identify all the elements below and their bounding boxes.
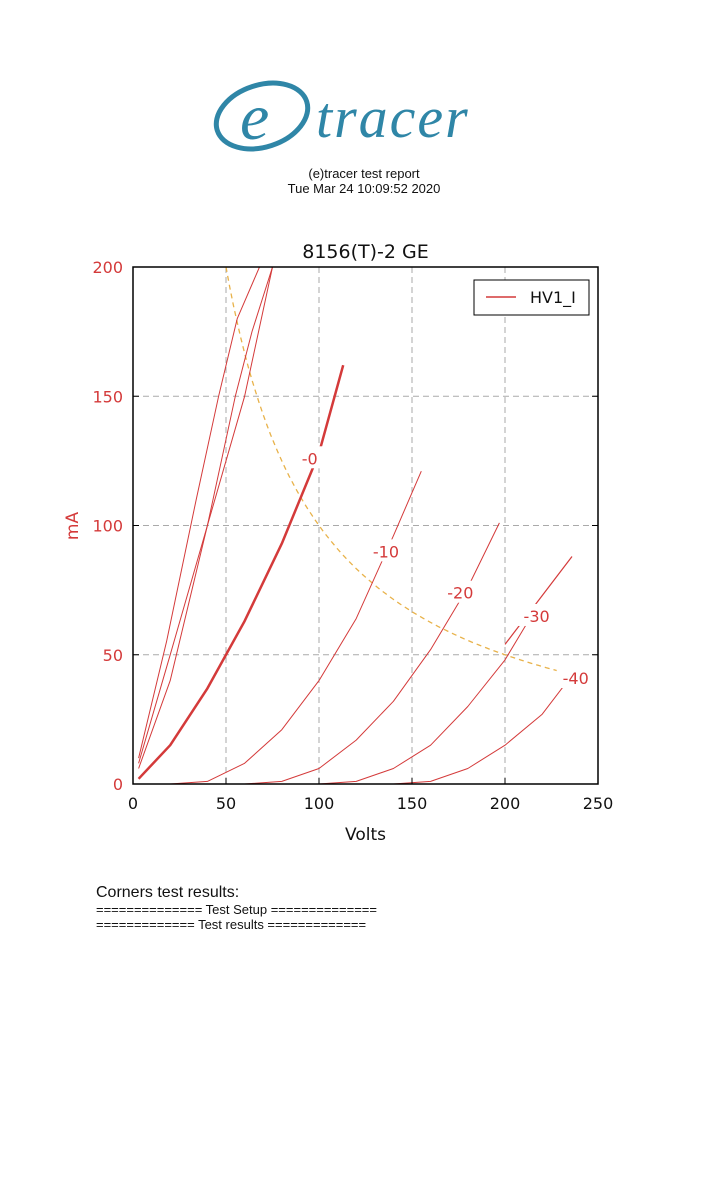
x-tick-label: 100 bbox=[304, 794, 335, 813]
x-tick-label: 0 bbox=[128, 794, 138, 813]
results-section: Corners test results: ============== Tes… bbox=[96, 884, 377, 932]
legend: HV1_I bbox=[473, 279, 590, 316]
curve-line-1 bbox=[138, 266, 273, 764]
curve-line-7 bbox=[393, 672, 575, 785]
grid bbox=[133, 267, 598, 784]
curve-label-bg bbox=[366, 539, 405, 562]
y-axis-label: mA bbox=[63, 512, 83, 541]
y-tick-label: 100 bbox=[92, 517, 123, 536]
test-setup-line: ============== Test Setup ============== bbox=[96, 902, 377, 917]
logo-ring bbox=[213, 80, 311, 152]
curve-label-bg bbox=[441, 580, 480, 603]
legend-entry: HV1_I bbox=[530, 288, 576, 308]
curve-line-5 bbox=[244, 522, 500, 785]
plate-curve-chart: -0 -10 -20 -30 -40 0 50 100 150 200 250 0 50 100 150 2… bbox=[63, 241, 613, 845]
power-limit-line bbox=[225, 266, 576, 677]
y-tick-label: 200 bbox=[92, 258, 123, 277]
x-tick-label: 200 bbox=[490, 794, 521, 813]
x-axis-label: Volts bbox=[345, 825, 386, 845]
y-tick-label: 50 bbox=[103, 646, 123, 665]
curve-label-bg bbox=[295, 446, 324, 469]
x-tick-label: 150 bbox=[397, 794, 428, 813]
curve-label-bg bbox=[517, 603, 556, 626]
curve-line-0 bbox=[138, 266, 260, 759]
logo-wordmark: tracer bbox=[316, 85, 470, 150]
report-title: (e)tracer test report bbox=[308, 166, 420, 181]
curve-labels: -0 -10 -20 -30 -40 bbox=[295, 446, 595, 689]
curve-label: -20 bbox=[447, 584, 473, 603]
y-tick-label: 150 bbox=[92, 387, 123, 406]
axis-ticks: 0 50 100 150 200 250 0 50 100 150 200 bbox=[92, 258, 613, 813]
curve-extension-0 bbox=[504, 556, 573, 645]
y-tick-label: 0 bbox=[113, 775, 123, 794]
curve-label: -40 bbox=[563, 669, 589, 688]
curve-line-6 bbox=[318, 613, 534, 785]
curve-label: -0 bbox=[302, 449, 318, 468]
chart-title: 8156(T)-2 GE bbox=[302, 241, 429, 263]
curve-label: -30 bbox=[524, 607, 550, 626]
curve-line-2 bbox=[138, 266, 273, 769]
test-results-line: ============= Test results ============= bbox=[96, 917, 367, 932]
logo-e: e bbox=[240, 81, 269, 154]
curve-label-bg bbox=[556, 666, 595, 689]
x-tick-label: 250 bbox=[583, 794, 614, 813]
results-heading: Corners test results: bbox=[96, 884, 240, 901]
power-limit-curve bbox=[225, 266, 576, 677]
etracer-logo: e tracer bbox=[213, 80, 470, 154]
report-date: Tue Mar 24 10:09:52 2020 bbox=[287, 181, 441, 196]
curve-line-4 bbox=[170, 471, 422, 785]
x-tick-label: 50 bbox=[216, 794, 236, 813]
curve-line-3 bbox=[137, 364, 345, 780]
curve-label: -10 bbox=[373, 542, 399, 561]
